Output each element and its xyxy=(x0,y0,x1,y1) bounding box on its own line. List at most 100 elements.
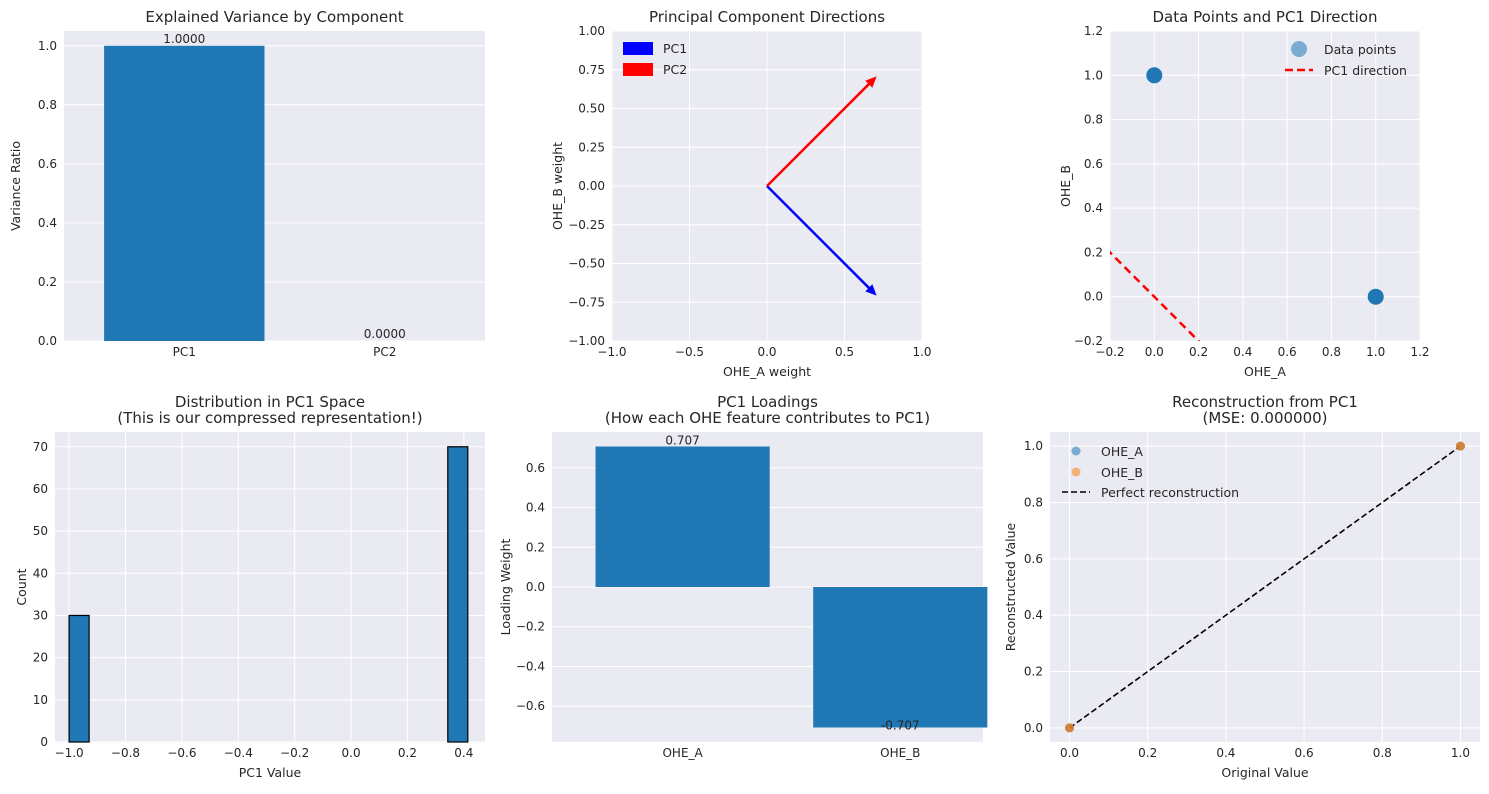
y-tick-label: −0.25 xyxy=(568,218,605,232)
y-tick-label: 1.00 xyxy=(578,24,605,38)
y-tick-label: −1.00 xyxy=(568,334,605,348)
x-tick-label: 0.8 xyxy=(1322,345,1341,359)
y-tick-label: 1.0 xyxy=(38,39,57,53)
x-tick-label: −0.8 xyxy=(111,746,140,760)
chart-variance: 0.0 0.2 0.4 0.6 0.8 1.0 Explained Variance by … xyxy=(8,8,485,359)
y-axis-label: OHE_B weight xyxy=(550,142,565,230)
y-tick-label: 50 xyxy=(33,524,48,538)
legend-label: PC1 xyxy=(663,41,687,56)
y-tick-label: 0.0 xyxy=(526,580,545,594)
x-tick-label: 0.6 xyxy=(1278,345,1297,359)
chart-loadings: −0.6 −0.4 −0.2 0.0 0.2 0.4 0.6 PC1 Loadings(How… xyxy=(498,393,988,760)
x-tick-label: 0.0 xyxy=(342,746,361,760)
x-axis-label: Original Value xyxy=(1221,765,1309,780)
y-tick-label: 0 xyxy=(40,735,48,749)
bar-value-label: 1.0000 xyxy=(163,32,205,46)
legend: Data points PC1 direction xyxy=(1285,41,1407,78)
vector-pc1 xyxy=(766,185,872,291)
y-tick-label: 0.00 xyxy=(578,179,605,193)
x-tick-label: 0.5 xyxy=(835,345,854,359)
x-tick-label: 0.2 xyxy=(1189,345,1208,359)
y-axis-label: Loading Weight xyxy=(498,538,513,635)
chart-recon: 0.0 0.2 0.4 0.6 0.8 1.0 0.0 0.2 0.4 0.6 0.8 1.0 Reco… xyxy=(1003,393,1480,780)
y-tick-label: 1.0 xyxy=(1024,439,1043,453)
y-tick-label: 0.4 xyxy=(1024,608,1043,622)
y-tick-label: 0.4 xyxy=(526,501,545,515)
legend-label: PC2 xyxy=(663,62,687,77)
y-tick-label: −0.50 xyxy=(568,257,605,271)
y-axis-label: Variance Ratio xyxy=(8,141,23,231)
y-tick-label: 0.50 xyxy=(578,102,605,116)
x-tick-label: −1.0 xyxy=(597,345,626,359)
y-tick-label: 0.6 xyxy=(526,461,545,475)
y-tick-label: 0.0 xyxy=(38,334,57,348)
y-tick-label: 0.75 xyxy=(578,63,605,77)
y-tick-label: −0.6 xyxy=(516,699,545,713)
point-ohe_b xyxy=(1065,723,1075,733)
legend-marker-points xyxy=(1291,41,1307,57)
point-ohe_b xyxy=(1455,441,1465,451)
y-tick-label: 0.8 xyxy=(1024,495,1043,509)
y-tick-label: 0.6 xyxy=(1024,552,1043,566)
x-tick-label: OHE_A xyxy=(662,746,703,760)
perfect-reconstruction-line xyxy=(1069,445,1461,729)
y-tick-label: 20 xyxy=(33,651,48,665)
x-tick-label: 0.0 xyxy=(1145,345,1164,359)
x-tick-label: 0.4 xyxy=(1216,746,1235,760)
y-tick-label: 0.8 xyxy=(38,98,57,112)
bar-value-label: 0.707 xyxy=(665,434,699,448)
x-tick-label: OHE_B xyxy=(880,746,920,760)
legend-label: Perfect reconstruction xyxy=(1101,485,1239,500)
y-tick-label: −0.2 xyxy=(1074,334,1103,348)
x-tick-label: −0.4 xyxy=(224,746,253,760)
x-tick-label: 0.0 xyxy=(1060,746,1079,760)
plot-area xyxy=(1110,31,1420,341)
legend-label: OHE_A xyxy=(1101,444,1143,459)
y-tick-label: −0.2 xyxy=(516,620,545,634)
x-tick-label: −0.5 xyxy=(675,345,704,359)
histogram-bin xyxy=(447,446,469,743)
x-tick-label: −0.6 xyxy=(167,746,196,760)
pc1-direction-line xyxy=(1110,250,1201,341)
legend-marker-ohe_a xyxy=(1071,446,1081,456)
y-tick-label: 70 xyxy=(33,440,48,454)
chart-title: Principal Component Directions xyxy=(649,8,885,26)
bar-value-label: 0.0000 xyxy=(364,327,406,341)
y-axis-label: OHE_B xyxy=(1058,165,1073,207)
y-tick-label: 40 xyxy=(33,566,48,580)
y-tick-label: 0.4 xyxy=(1084,201,1103,215)
y-tick-label: 30 xyxy=(33,608,48,622)
bar-pc1 xyxy=(104,45,265,342)
x-tick-label: 1.0 xyxy=(1451,746,1470,760)
chart-title: Reconstruction from PC1 xyxy=(1172,393,1358,411)
y-axis-label: Reconstructed Value xyxy=(1003,522,1018,651)
y-tick-label: 60 xyxy=(33,482,48,496)
arrowhead-pc2 xyxy=(865,76,877,88)
x-tick-label: 1.0 xyxy=(912,345,931,359)
y-tick-label: −0.75 xyxy=(568,295,605,309)
y-tick-label: 0.0 xyxy=(1084,290,1103,304)
chart-points: −0.2 0.0 0.2 0.4 0.6 0.8 1.0 1.2 −0.2 0.0 0.2 0.4 0.… xyxy=(1058,8,1430,379)
x-tick-label: 1.2 xyxy=(1410,345,1429,359)
y-tick-label: 0.2 xyxy=(1024,665,1043,679)
legend-swatch-pc2 xyxy=(623,63,653,76)
x-tick-label: 0.6 xyxy=(1295,746,1314,760)
x-axis-label: OHE_A weight xyxy=(723,364,811,379)
x-tick-label: −0.2 xyxy=(1095,345,1124,359)
legend-marker-ohe_b xyxy=(1071,467,1081,477)
y-tick-label: 0.25 xyxy=(578,140,605,154)
x-tick-label: 0.0 xyxy=(757,345,776,359)
chart-hist: 0 10 20 30 40 50 60 70 −1.0 −0.8 −0.6 −0.4 −0.2 0.0 0.… xyxy=(14,393,485,780)
x-axis-label: OHE_A xyxy=(1244,364,1286,379)
y-tick-label: 0.8 xyxy=(1084,113,1103,127)
y-tick-label: 1.2 xyxy=(1084,24,1103,38)
legend-label: OHE_B xyxy=(1101,465,1143,480)
arrowhead-pc1 xyxy=(865,284,877,296)
histogram-bin xyxy=(68,614,90,743)
y-tick-label: 1.0 xyxy=(1084,68,1103,82)
bar-value-label: -0.707 xyxy=(881,718,920,732)
chart-subtitle: (This is our compressed representation!) xyxy=(117,409,422,427)
chart-title: Distribution in PC1 Space xyxy=(175,393,365,411)
